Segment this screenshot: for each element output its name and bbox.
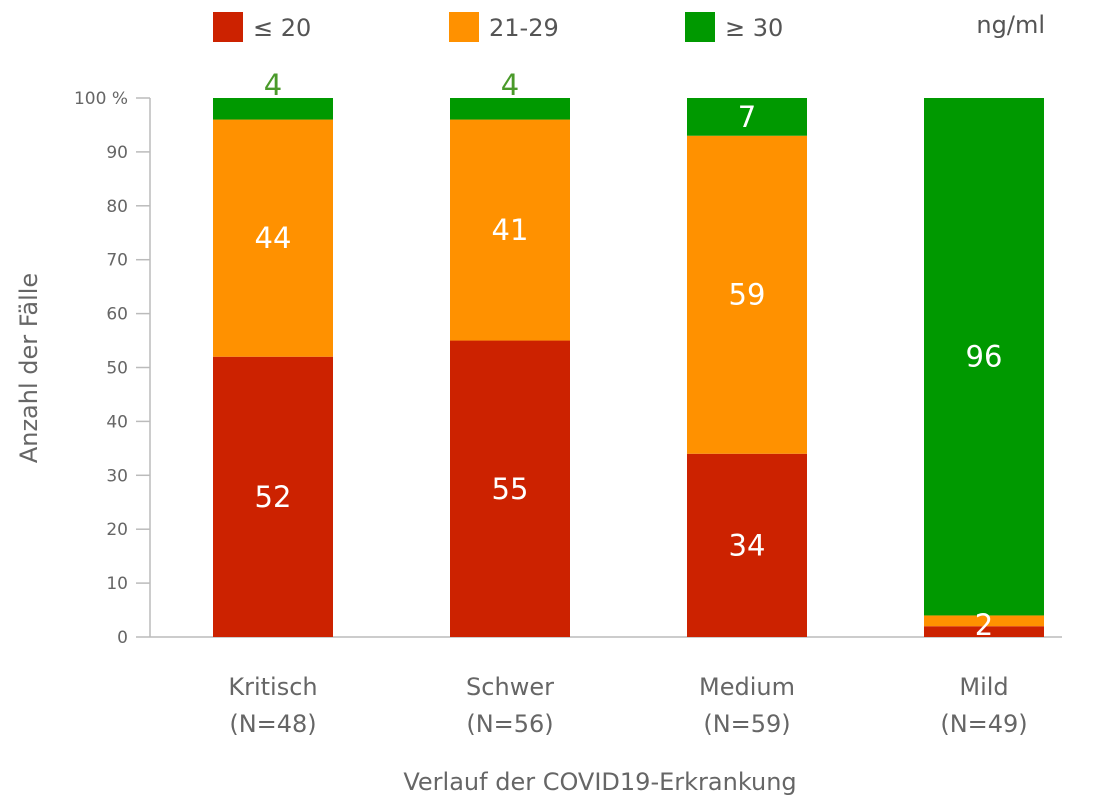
category-n-label: (N=59) xyxy=(703,710,790,738)
bar-segment xyxy=(213,98,333,120)
bar-segment xyxy=(213,119,333,357)
y-axis-title: Anzahl der Fälle xyxy=(15,273,43,463)
data-label: 34 xyxy=(729,528,766,562)
data-label: 41 xyxy=(492,213,529,247)
bar-segment xyxy=(687,453,807,637)
category-label: Kritisch xyxy=(228,673,317,701)
y-tick-label: 60 xyxy=(106,305,128,325)
y-tick-label: 20 xyxy=(106,520,128,540)
legend-label: ≥ 30 xyxy=(725,14,783,42)
y-tick-label: 10 xyxy=(106,574,128,594)
bar-segment xyxy=(450,119,570,341)
legend-label: 21-29 xyxy=(489,14,559,42)
category-label: Schwer xyxy=(466,673,554,701)
y-tick-label: 0 xyxy=(117,628,128,648)
category-label: Medium xyxy=(699,673,795,701)
bar-segment xyxy=(924,626,1044,637)
bar-segment xyxy=(687,135,807,454)
y-tick-label: 30 xyxy=(106,466,128,486)
data-label: 4 xyxy=(501,68,519,102)
bar-segment xyxy=(924,615,1044,627)
legend-swatch xyxy=(213,12,243,42)
x-axis-title: Verlauf der COVID19-Erkrankung xyxy=(403,768,796,796)
data-label: 2 xyxy=(975,608,993,642)
data-label: 55 xyxy=(492,472,529,506)
y-tick-label: 40 xyxy=(106,412,128,432)
legend-label: ≤ 20 xyxy=(253,14,311,42)
category-n-label: (N=49) xyxy=(940,710,1027,738)
bar-segment xyxy=(450,98,570,120)
data-label: 44 xyxy=(255,221,292,255)
y-tick-label: 80 xyxy=(106,197,128,217)
data-label: 7 xyxy=(738,100,756,134)
data-label: 52 xyxy=(255,480,292,514)
bar-segment xyxy=(213,356,333,637)
category-n-label: (N=48) xyxy=(229,710,316,738)
legend-swatch xyxy=(449,12,479,42)
data-label: 4 xyxy=(264,68,282,102)
y-tick-label: 50 xyxy=(106,359,128,379)
unit-label: ng/ml xyxy=(976,11,1045,39)
y-tick-label: 70 xyxy=(106,251,128,271)
y-tick-label: 90 xyxy=(106,143,128,163)
category-label: Mild xyxy=(959,673,1008,701)
bar-segment xyxy=(924,98,1044,616)
bar-segment xyxy=(450,340,570,637)
y-tick-label: 100 % xyxy=(74,89,128,109)
category-n-label: (N=56) xyxy=(466,710,553,738)
data-label: 59 xyxy=(729,278,766,312)
legend: ≤ 20 21-29 ≥ 30 xyxy=(213,12,783,42)
y-axis: 0 10 20 30 40 50 60 70 80 90 100 % xyxy=(74,89,151,648)
data-label: 96 xyxy=(966,340,1003,374)
category-labels: Kritisch (N=48) Schwer (N=56) Medium (N=59) Mi… xyxy=(228,673,1027,738)
bar-segment xyxy=(687,98,807,136)
legend-swatch xyxy=(685,12,715,42)
